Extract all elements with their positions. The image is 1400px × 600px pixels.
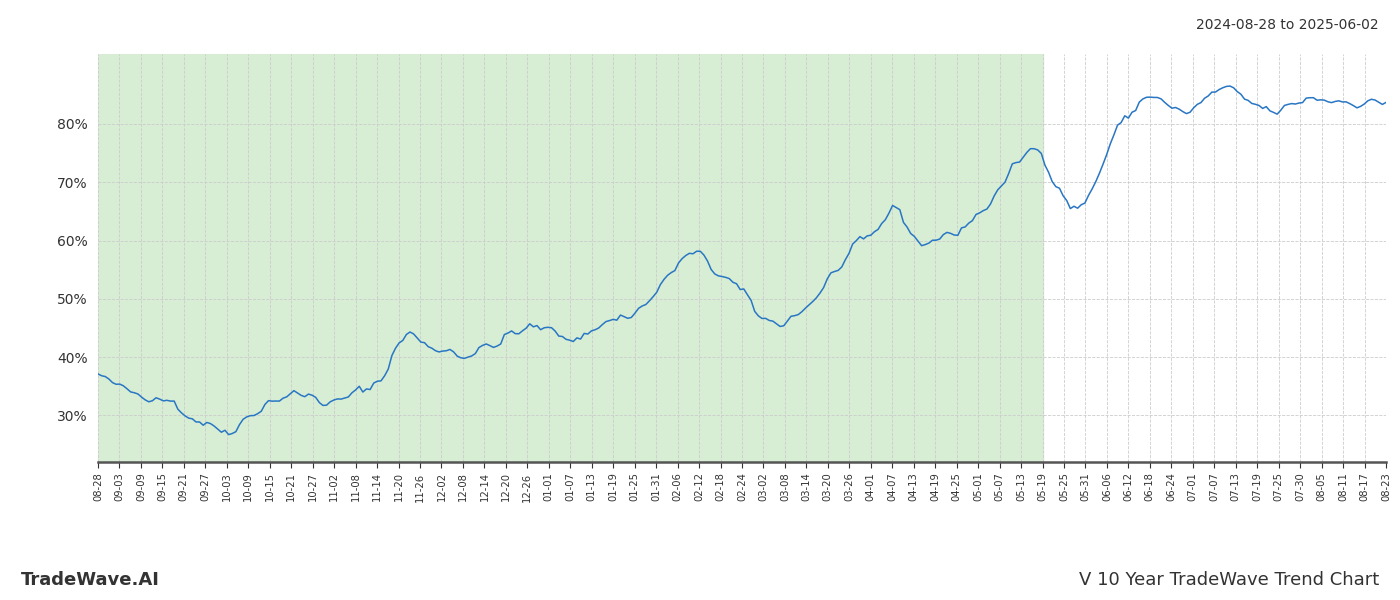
Bar (98, 54, 1043, 462)
Text: TradeWave.AI: TradeWave.AI (21, 571, 160, 589)
Text: 2024-08-28 to 2025-06-02: 2024-08-28 to 2025-06-02 (1197, 18, 1379, 32)
Text: V 10 Year TradeWave Trend Chart: V 10 Year TradeWave Trend Chart (1079, 571, 1379, 589)
